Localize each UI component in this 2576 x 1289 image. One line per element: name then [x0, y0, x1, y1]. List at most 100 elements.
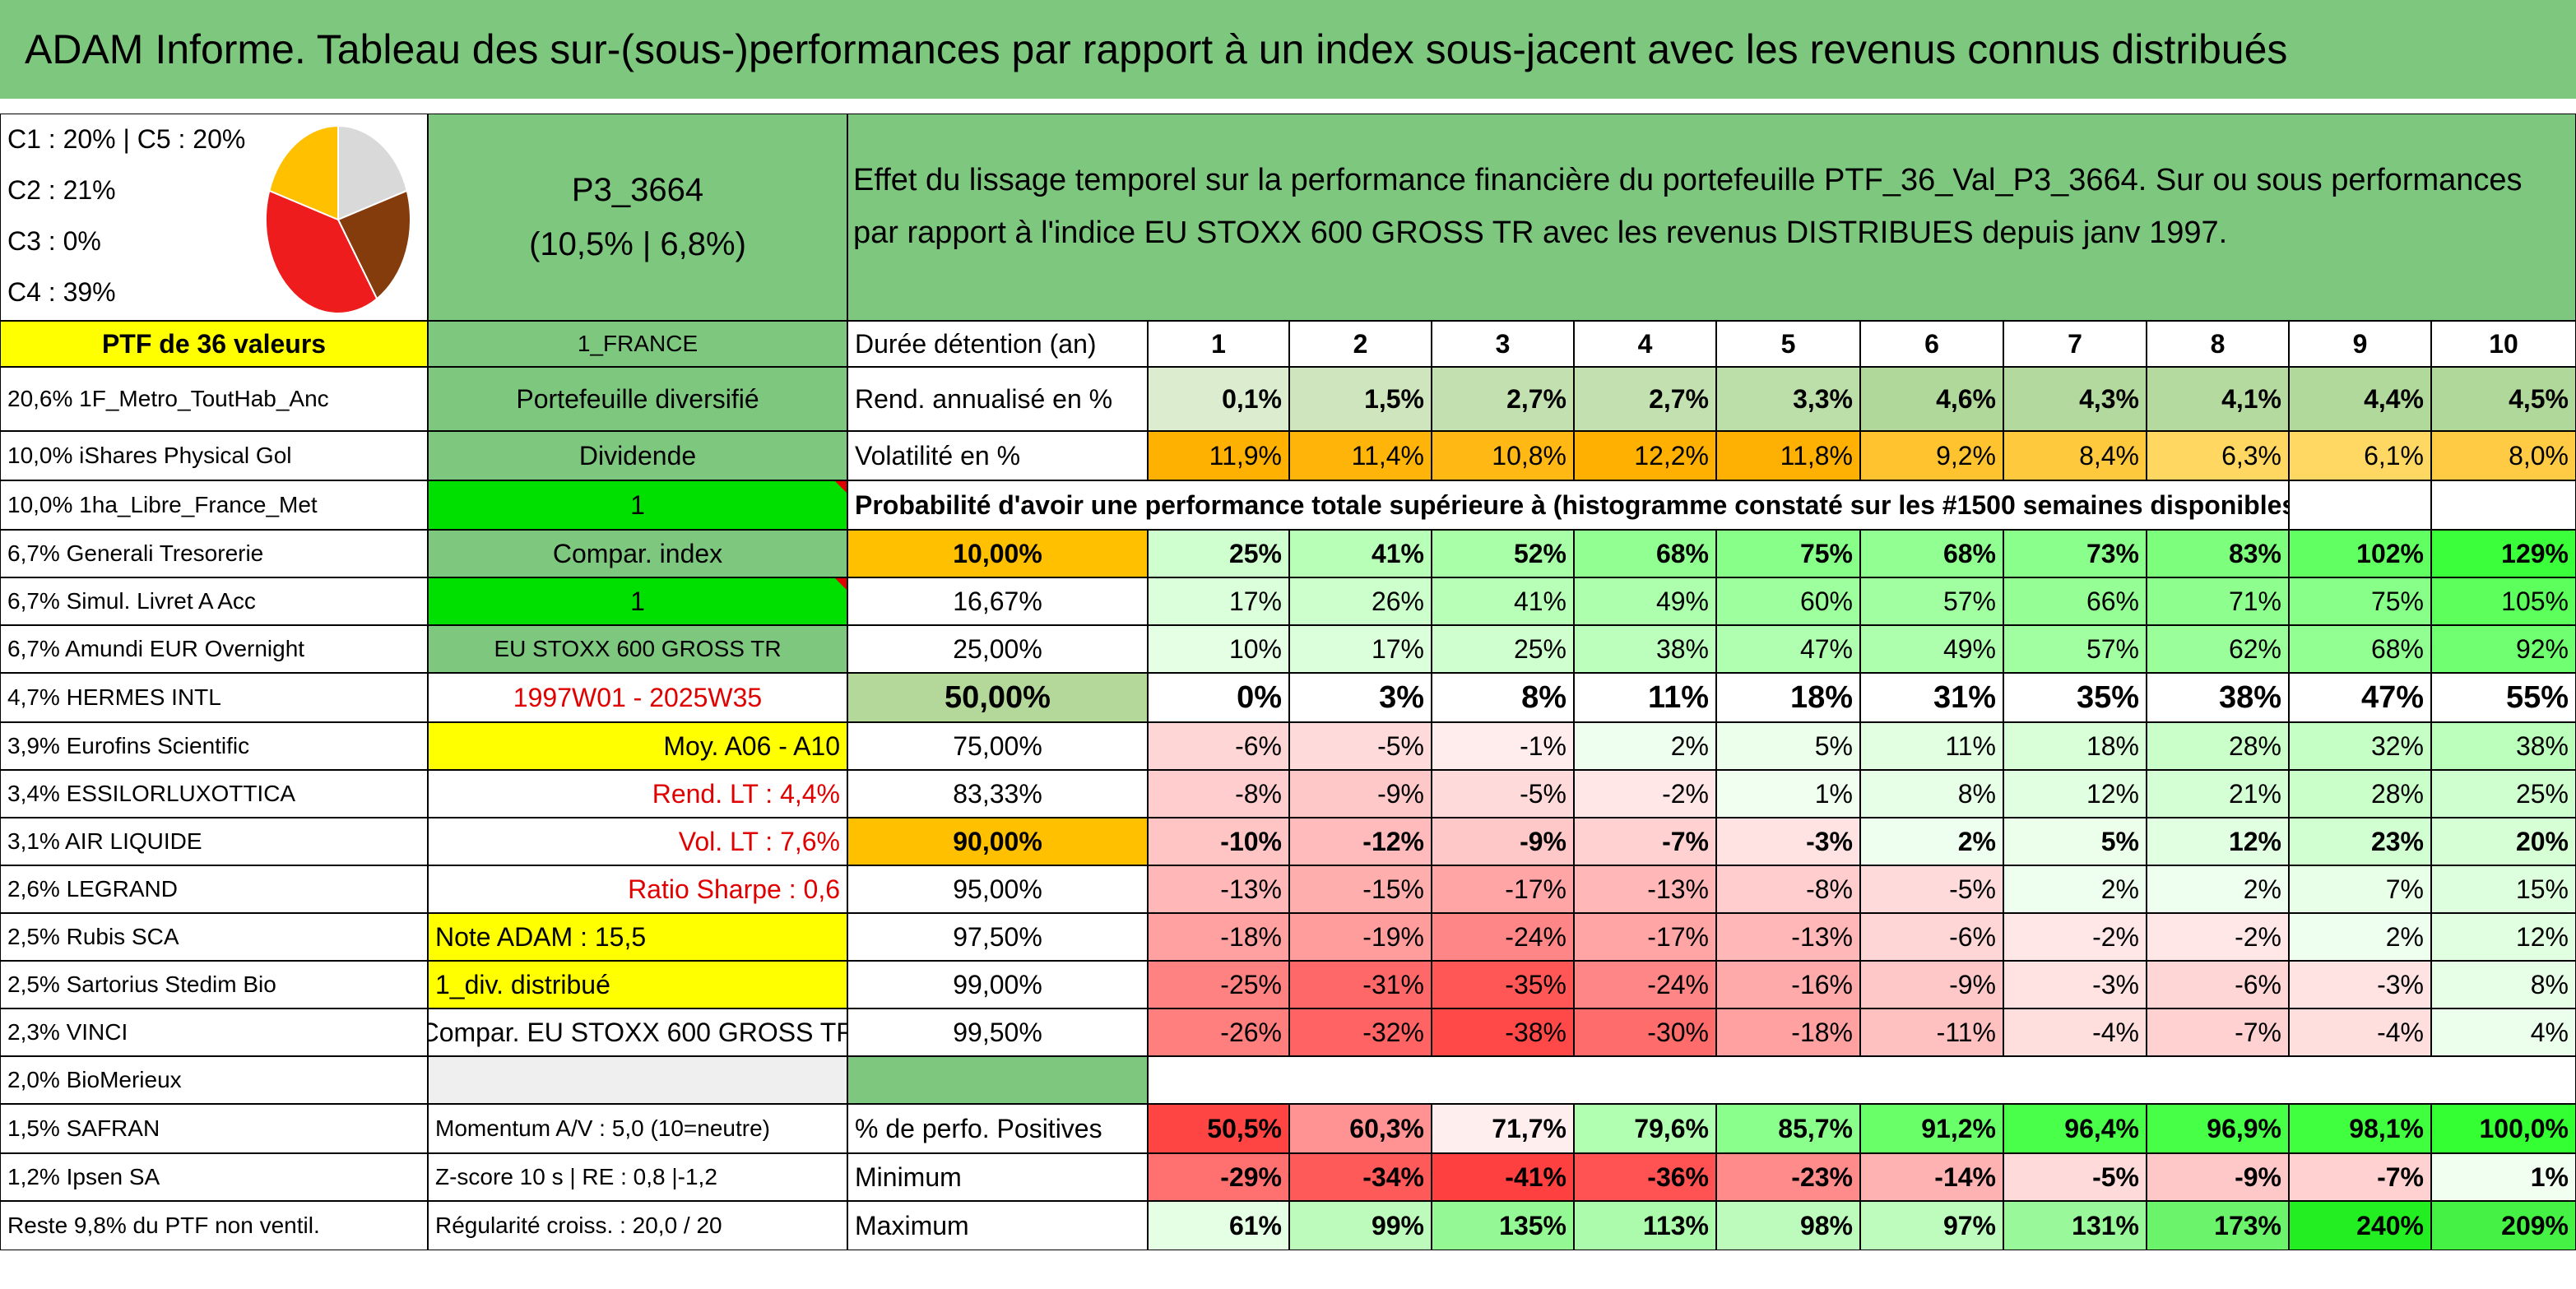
return-9: 4,4% — [2289, 367, 2431, 431]
minimum-10: 1% — [2431, 1153, 2576, 1201]
quantile-2: 25,00% — [847, 625, 1148, 673]
quantile-4-year-1: -6% — [1148, 722, 1289, 770]
year-3: 3 — [1432, 321, 1574, 367]
minimum-9: -7% — [2289, 1153, 2431, 1201]
quantile-10-year-3: -38% — [1432, 1008, 1574, 1056]
legend-c4: C4 : 39% — [7, 277, 116, 307]
quantile-9-year-5: -16% — [1716, 961, 1860, 1008]
positives-8: 96,9% — [2147, 1104, 2289, 1153]
quantile-5-year-8: 21% — [2147, 770, 2289, 818]
positives-6: 91,2% — [1860, 1104, 2003, 1153]
volatility-10: 8,0% — [2431, 431, 2576, 480]
quantile-2-year-9: 68% — [2289, 625, 2431, 673]
holding-18: Reste 9,8% du PTF non ventil. — [0, 1201, 428, 1250]
info-8: Moy. A06 - A10 — [428, 722, 847, 770]
holding-9: 3,4% ESSILORLUXOTTICA — [0, 770, 428, 818]
quantile-6-year-1: -10% — [1148, 818, 1289, 865]
quantile-9-year-7: -3% — [2003, 961, 2147, 1008]
volatility-8: 6,3% — [2147, 431, 2289, 480]
volatility-5: 11,8% — [1716, 431, 1860, 480]
maximum-8: 173% — [2147, 1201, 2289, 1250]
year-7: 7 — [2003, 321, 2147, 367]
quantile-8-year-7: -2% — [2003, 913, 2147, 961]
volatility-2: 11,4% — [1289, 431, 1432, 480]
info-16: Momentum A/V : 5,0 (10=neutre) — [428, 1104, 847, 1153]
quantile-0-year-4: 68% — [1574, 530, 1716, 577]
quantile-1-year-2: 26% — [1289, 577, 1432, 625]
minimum-6: -14% — [1860, 1153, 2003, 1201]
positives-7: 96,4% — [2003, 1104, 2147, 1153]
holding-15: 2,0% BioMerieux — [0, 1056, 428, 1104]
holding-3: 10,0% 1ha_Libre_France_Met — [0, 480, 428, 530]
volatility-label: Volatilité en % — [847, 431, 1148, 480]
quantile-0: 10,00% — [847, 530, 1148, 577]
quantile-2-year-7: 57% — [2003, 625, 2147, 673]
quantile-4-year-7: 18% — [2003, 722, 2147, 770]
spacer-green — [847, 1056, 1148, 1104]
quantile-0-year-1: 25% — [1148, 530, 1289, 577]
quantile-1-year-3: 41% — [1432, 577, 1574, 625]
allocation-legend: C1 : 20% | C5 : 20% C2 : 21% C3 : 0% C4 … — [0, 114, 428, 321]
quantile-1-year-8: 71% — [2147, 577, 2289, 625]
info-15 — [428, 1056, 847, 1104]
info-17: Z-score 10 s | RE : 0,8 |-1,2 — [428, 1153, 847, 1201]
positives-10: 100,0% — [2431, 1104, 2576, 1153]
quantile-1: 16,67% — [847, 577, 1148, 625]
volatility-7: 8,4% — [2003, 431, 2147, 480]
quantile-0-year-8: 83% — [2147, 530, 2289, 577]
quantile-8-year-1: -18% — [1148, 913, 1289, 961]
quantile-3-year-2: 3% — [1289, 673, 1432, 722]
quantile-4-year-10: 38% — [2431, 722, 2576, 770]
quantile-0-year-2: 41% — [1289, 530, 1432, 577]
quantile-5-year-2: -9% — [1289, 770, 1432, 818]
quantile-7-year-5: -8% — [1716, 865, 1860, 913]
empty-cell — [2431, 480, 2576, 530]
quantile-0-year-9: 102% — [2289, 530, 2431, 577]
quantile-7-year-7: 2% — [2003, 865, 2147, 913]
quantile-2-year-6: 49% — [1860, 625, 2003, 673]
maximum-6: 97% — [1860, 1201, 2003, 1250]
allocation-pie-chart — [265, 124, 411, 314]
quantile-7-year-8: 2% — [2147, 865, 2289, 913]
quantile-3: 50,00% — [847, 673, 1148, 722]
quantile-8-year-10: 12% — [2431, 913, 2576, 961]
quantile-4-year-2: -5% — [1289, 722, 1432, 770]
year-5: 5 — [1716, 321, 1860, 367]
quantile-1-year-7: 66% — [2003, 577, 2147, 625]
quantile-9-year-2: -31% — [1289, 961, 1432, 1008]
quantile-9-year-10: 8% — [2431, 961, 2576, 1008]
quantile-6-year-4: -7% — [1574, 818, 1716, 865]
quantile-2-year-3: 25% — [1432, 625, 1574, 673]
maximum-4: 113% — [1574, 1201, 1716, 1250]
quantile-2-year-5: 47% — [1716, 625, 1860, 673]
holding-13: 2,5% Sartorius Stedim Bio — [0, 961, 428, 1008]
quantile-0-year-6: 68% — [1860, 530, 2003, 577]
info-2: Dividende — [428, 431, 847, 480]
quantile-9-year-9: -3% — [2289, 961, 2431, 1008]
legend-c1-c5: C1 : 20% | C5 : 20% — [7, 124, 246, 154]
quantile-10-year-5: -18% — [1716, 1008, 1860, 1056]
portfolio-code: P3_3664 — [571, 172, 704, 208]
quantile-4-year-6: 11% — [1860, 722, 2003, 770]
quantile-0-year-3: 52% — [1432, 530, 1574, 577]
quantile-3-year-6: 31% — [1860, 673, 2003, 722]
quantile-7-year-9: 7% — [2289, 865, 2431, 913]
quantile-3-year-3: 8% — [1432, 673, 1574, 722]
info-3: 1 — [428, 480, 847, 530]
quantile-10-year-4: -30% — [1574, 1008, 1716, 1056]
holding-0: PTF de 36 valeurs — [0, 321, 428, 367]
year-1: 1 — [1148, 321, 1289, 367]
info-1: Portefeuille diversifié — [428, 367, 847, 431]
returns-label: Rend. annualisé en % — [847, 367, 1148, 431]
volatility-6: 9,2% — [1860, 431, 2003, 480]
quantile-6-year-6: 2% — [1860, 818, 2003, 865]
holding-16: 1,5% SAFRAN — [0, 1104, 428, 1153]
quantile-8-year-8: -2% — [2147, 913, 2289, 961]
comment-marker — [835, 578, 847, 590]
quantile-7-year-1: -13% — [1148, 865, 1289, 913]
holding-5: 6,7% Simul. Livret A Acc — [0, 577, 428, 625]
holding-label: Durée détention (an) — [847, 321, 1148, 367]
portfolio-description: Effet du lissage temporel sur la perform… — [847, 114, 2576, 321]
quantile-10-year-9: -4% — [2289, 1008, 2431, 1056]
quantile-8-year-3: -24% — [1432, 913, 1574, 961]
